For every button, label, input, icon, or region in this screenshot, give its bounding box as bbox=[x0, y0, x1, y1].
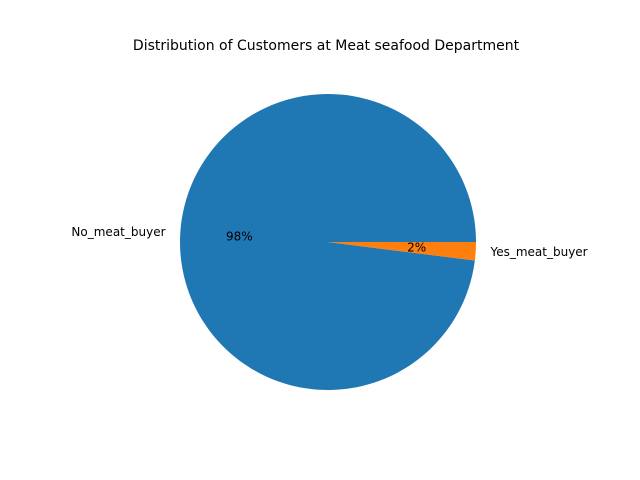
pie-slices bbox=[179, 94, 476, 391]
pie-labels: No_meat_buyer 98% Yes_meat_buyer 2% bbox=[71, 225, 587, 259]
pie-slice-yes-meat-buyer bbox=[328, 242, 476, 261]
slice-label: No_meat_buyer bbox=[71, 225, 165, 239]
chart-title: Distribution of Customers at Meat seafoo… bbox=[133, 38, 520, 54]
slice-percent-label: 98% bbox=[226, 229, 253, 243]
slice-percent-label: 2% bbox=[407, 241, 426, 255]
slice-label: Yes_meat_buyer bbox=[489, 245, 587, 259]
pie-slice-no-meat-buyer bbox=[179, 94, 476, 391]
